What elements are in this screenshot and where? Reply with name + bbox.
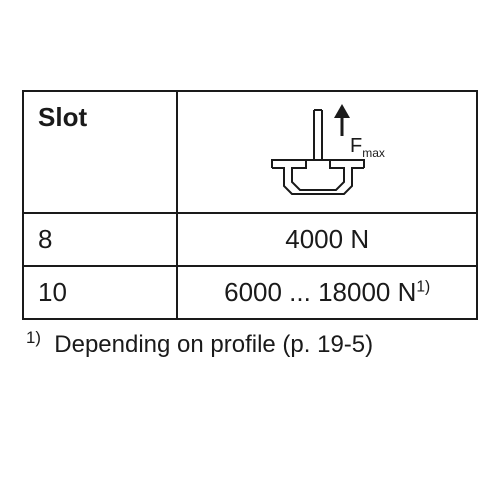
table-row: 10 6000 ... 18000 N1)	[23, 266, 477, 319]
tslot-fmax-icon: Fmax	[242, 102, 412, 202]
footnote: 1) Depending on profile (p. 19-5)	[22, 328, 478, 359]
header-slot: Slot	[23, 91, 177, 213]
slot-label: Slot	[38, 102, 87, 132]
cell-slot: 8	[23, 213, 177, 266]
svg-text:Fmax: Fmax	[350, 135, 385, 160]
fmax-sub: max	[362, 146, 385, 160]
header-diagram: Fmax	[177, 91, 477, 213]
table-row: 8 4000 N	[23, 213, 477, 266]
spec-table: Slot Fmax	[22, 90, 478, 320]
note-marker: 1)	[416, 278, 430, 295]
cell-force: 4000 N	[177, 213, 477, 266]
footnote-marker: 1)	[26, 328, 41, 347]
cell-force: 6000 ... 18000 N1)	[177, 266, 477, 319]
footnote-text: Depending on profile (p. 19-5)	[54, 331, 373, 358]
fmax-F: F	[350, 135, 362, 157]
cell-slot: 10	[23, 266, 177, 319]
